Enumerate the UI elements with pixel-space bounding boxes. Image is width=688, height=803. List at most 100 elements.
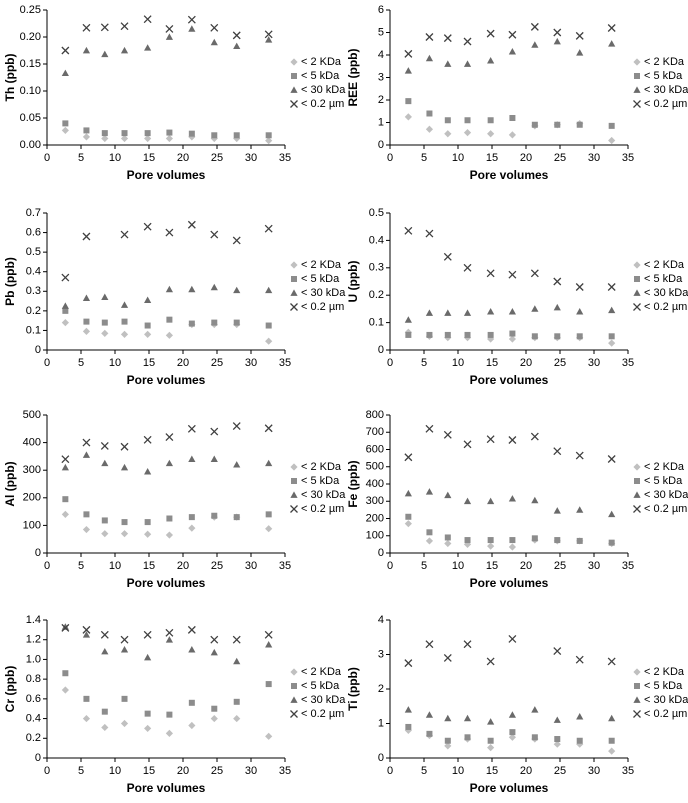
marker-triangle xyxy=(233,657,241,665)
marker-triangle xyxy=(404,489,412,497)
marker-square xyxy=(608,737,615,744)
marker-diamond xyxy=(120,530,129,538)
x-tick-label: 35 xyxy=(622,560,634,572)
legend-label: < 30 kDa xyxy=(644,694,688,706)
marker-cross xyxy=(187,220,196,229)
marker-cross xyxy=(607,283,616,291)
x-tick-label: 15 xyxy=(143,560,155,572)
marker-square xyxy=(487,331,494,338)
marker-square xyxy=(265,681,272,688)
y-axis-label: Th (ppb) xyxy=(3,54,17,102)
y-axis-label: Fe (ppb) xyxy=(346,460,360,507)
marker-diamond xyxy=(188,524,196,532)
legend-label: < 30 kDa xyxy=(644,84,688,96)
y-axis-label: REE (ppb) xyxy=(346,49,360,107)
marker-triangle xyxy=(576,49,584,56)
y-tick-label: 0 xyxy=(35,752,41,764)
marker-square xyxy=(608,333,615,340)
marker-cross xyxy=(607,24,616,32)
marker-triangle xyxy=(210,648,218,656)
legend-label: < 0.2 µm xyxy=(301,98,344,110)
marker-diamond xyxy=(444,130,452,138)
marker-diamond xyxy=(144,724,152,733)
x-tick-label: 10 xyxy=(452,357,464,369)
marker-triangle xyxy=(404,67,412,74)
marker-square xyxy=(188,699,195,706)
marker-cross xyxy=(187,15,196,24)
marker-triangle xyxy=(144,467,152,475)
x-tick-label: 20 xyxy=(177,357,189,369)
panel: 0 1 2 3 4 0 5 10 15 20 25 30 35 Pore volumes Ti (ppb) <… xyxy=(346,614,688,795)
y-tick-label: 5 xyxy=(378,26,384,38)
legend-label: < 5 kDa xyxy=(301,273,340,285)
marker-square xyxy=(531,535,538,542)
marker-square xyxy=(233,132,240,139)
marker-cross xyxy=(232,422,241,430)
legend-marker xyxy=(633,505,641,513)
x-tick-label: 5 xyxy=(421,357,427,369)
marker-cross xyxy=(553,277,562,286)
marker-square xyxy=(121,519,128,526)
marker-square xyxy=(405,98,412,105)
marker-diamond xyxy=(608,136,616,145)
x-tick-label: 15 xyxy=(486,765,498,777)
marker-triangle xyxy=(425,711,434,718)
marker-triangle xyxy=(265,641,273,648)
marker-diamond xyxy=(144,330,152,338)
y-tick-label: 3 xyxy=(378,71,384,83)
marker-triangle xyxy=(233,461,241,468)
x-tick-label: 0 xyxy=(44,152,50,164)
y-tick-label: 0.2 xyxy=(369,289,384,301)
x-tick-label: 35 xyxy=(622,357,634,369)
marker-cross xyxy=(553,647,562,656)
marker-triangle xyxy=(576,506,584,513)
legend-marker xyxy=(634,73,640,79)
y-tick-label: 0 xyxy=(378,752,384,764)
marker-square xyxy=(144,322,151,329)
y-tick-label: 0.6 xyxy=(26,693,41,705)
legend-marker xyxy=(291,478,297,484)
legend-label: < 2 KDa xyxy=(644,666,685,678)
y-tick-label: 500 xyxy=(366,461,384,473)
marker-triangle xyxy=(553,507,561,514)
marker-square xyxy=(464,734,471,741)
marker-diamond xyxy=(404,520,412,528)
legend-label: < 2 KDa xyxy=(301,666,342,678)
legend-marker xyxy=(634,683,640,689)
legend-marker xyxy=(633,463,641,471)
marker-square xyxy=(166,129,173,136)
marker-square xyxy=(101,708,108,715)
marker-triangle xyxy=(101,647,109,655)
legend-label: < 30 kDa xyxy=(644,489,688,501)
y-axis-label: Ti (ppb) xyxy=(346,667,360,711)
x-tick-label: 5 xyxy=(421,560,427,572)
x-tick-label: 35 xyxy=(279,765,291,777)
y-tick-label: 0.7 xyxy=(26,207,41,219)
marker-diamond xyxy=(487,744,495,752)
x-tick-label: 10 xyxy=(452,152,464,164)
x-tick-label: 20 xyxy=(520,152,532,164)
x-axis-label: Pore volumes xyxy=(470,373,549,387)
legend-label: < 2 KDa xyxy=(644,461,685,473)
marker-triangle xyxy=(101,50,109,58)
legend-label: < 0.2 µm xyxy=(644,98,687,110)
x-tick-label: 35 xyxy=(279,152,291,164)
y-tick-label: 0.6 xyxy=(26,226,41,238)
x-tick-label: 25 xyxy=(554,560,566,572)
marker-square xyxy=(554,121,561,128)
marker-cross xyxy=(82,23,91,32)
marker-cross xyxy=(210,230,219,239)
marker-triangle xyxy=(61,69,69,77)
y-tick-label: 700 xyxy=(366,426,384,438)
x-tick-label: 15 xyxy=(486,560,498,572)
y-tick-label: 400 xyxy=(23,437,41,449)
marker-triangle xyxy=(444,714,452,722)
marker-square xyxy=(531,333,538,340)
legend-label: < 0.2 µm xyxy=(644,503,687,515)
marker-triangle xyxy=(188,25,196,32)
legend-marker xyxy=(633,710,641,718)
legend-marker xyxy=(290,261,298,269)
y-tick-label: 0.15 xyxy=(20,58,41,70)
x-axis-label: Pore volumes xyxy=(470,781,549,795)
marker-triangle xyxy=(487,497,495,505)
